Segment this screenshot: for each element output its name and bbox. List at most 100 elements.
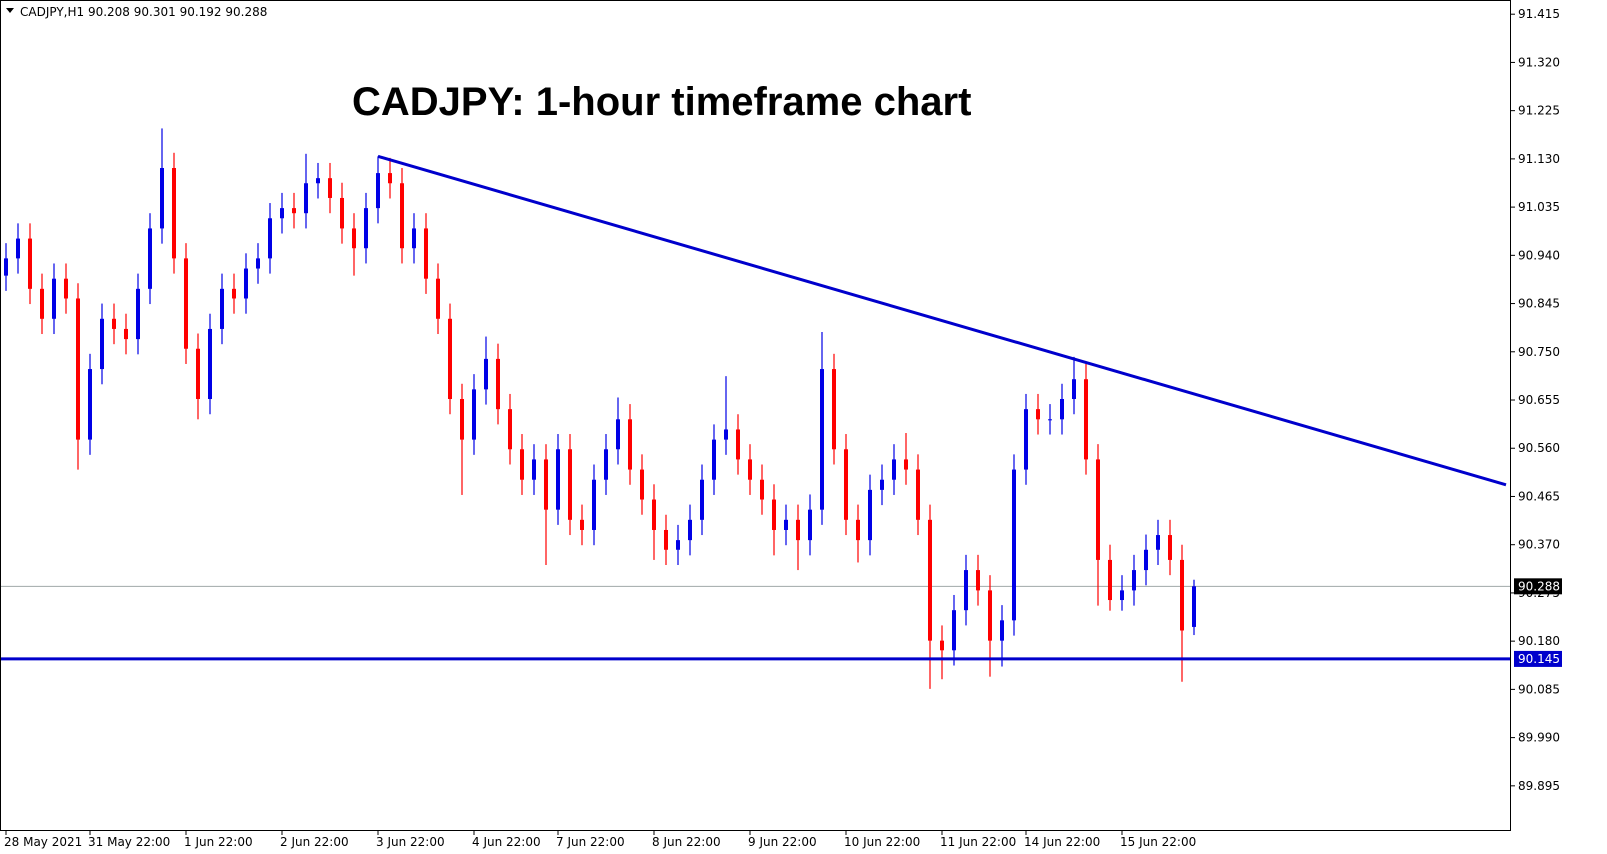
candle-body: [88, 369, 92, 440]
last-price-box: [1514, 578, 1562, 595]
y-tick-label: 90.085: [1518, 682, 1560, 696]
y-tick-label: 91.225: [1518, 104, 1560, 118]
candle-body: [760, 479, 764, 500]
y-tick-label: 90.750: [1518, 345, 1560, 359]
candle-body: [1060, 399, 1064, 420]
x-tick-label: 2 Jun 22:00: [280, 835, 349, 849]
candle-body: [532, 459, 536, 480]
candle-body: [820, 369, 824, 510]
candle-body: [748, 459, 752, 480]
candle-body: [496, 358, 500, 410]
candle-body: [1048, 419, 1052, 421]
y-tick-label: 90.845: [1518, 297, 1560, 311]
y-tick-label: 89.895: [1518, 779, 1560, 793]
x-tick-label: 15 Jun 22:00: [1120, 835, 1196, 849]
candle-body: [328, 178, 332, 198]
candle-body: [196, 348, 200, 400]
candle-body: [868, 489, 872, 541]
candle-body: [208, 328, 212, 400]
x-tick-label: 1 Jun 22:00: [184, 835, 253, 849]
symbol-header: CADJPY,H1 90.208 90.301 90.192 90.288: [20, 5, 267, 19]
candle-body: [16, 238, 20, 259]
candle-body: [292, 208, 296, 214]
candle-body: [676, 540, 680, 550]
candle-body: [268, 218, 272, 259]
y-tick-label: 90.560: [1518, 441, 1560, 455]
candle-body: [952, 610, 956, 651]
candle-body: [976, 570, 980, 591]
candle-body: [388, 173, 392, 184]
y-tick-label: 91.320: [1518, 55, 1560, 69]
y-tick-label: 90.655: [1518, 393, 1560, 407]
candle-body: [520, 449, 524, 480]
candle-body: [448, 318, 452, 400]
x-tick-label: 7 Jun 22:00: [556, 835, 625, 849]
candle-body: [76, 298, 80, 440]
candle-body: [772, 499, 776, 530]
candle-body: [1192, 586, 1196, 627]
y-tick-label: 90.940: [1518, 248, 1560, 262]
plot-frame: [0, 0, 1511, 831]
candle-body: [160, 168, 164, 229]
support-box: [1514, 650, 1562, 667]
candle-body: [796, 519, 800, 541]
candle-body: [40, 288, 44, 319]
candle-body: [484, 358, 488, 390]
candle-body: [112, 318, 116, 329]
y-tick-label: 91.035: [1518, 200, 1560, 214]
candle-body: [364, 208, 368, 249]
y-tick-label: 89.990: [1518, 731, 1560, 745]
candle-body: [1036, 409, 1040, 420]
candle-body: [460, 399, 464, 440]
candle-body: [1144, 549, 1148, 571]
candle-body: [700, 479, 704, 520]
candle-body: [1072, 379, 1076, 400]
candle-body: [136, 288, 140, 340]
candle-body: [232, 288, 236, 299]
candle-body: [640, 469, 644, 500]
candle-body: [316, 178, 320, 184]
candle-body: [1108, 559, 1112, 601]
candle-body: [424, 228, 428, 279]
candle-body: [592, 479, 596, 530]
candle-body: [304, 183, 308, 214]
candle-body: [352, 228, 356, 249]
candle-body: [736, 429, 740, 460]
x-tick-label: 9 Jun 22:00: [748, 835, 817, 849]
candle-body: [1024, 409, 1028, 470]
y-tick-label: 90.180: [1518, 634, 1560, 648]
candle-body: [184, 258, 188, 349]
candle-body: [340, 197, 344, 229]
candle-body: [412, 228, 416, 249]
candle-body: [544, 459, 548, 510]
candle-body: [52, 278, 56, 319]
candle-body: [376, 173, 380, 209]
candle-body: [664, 529, 668, 550]
candle-body: [964, 570, 968, 611]
candle-body: [280, 208, 284, 219]
candle-body: [1012, 469, 1016, 621]
candle-body: [1096, 459, 1100, 560]
candle-body: [688, 519, 692, 541]
candle-body: [436, 278, 440, 319]
candle-body: [100, 318, 104, 370]
candle-body: [844, 449, 848, 520]
candle-body: [400, 183, 404, 249]
candle-body: [856, 519, 860, 541]
candle-body: [712, 439, 716, 480]
candle-body: [628, 419, 632, 470]
x-tick-label: 31 May 22:00: [88, 835, 170, 849]
candle-body: [556, 449, 560, 510]
candle-body: [892, 459, 896, 480]
x-tick-label: 8 Jun 22:00: [652, 835, 721, 849]
candle-body: [1132, 570, 1136, 591]
menu-arrow[interactable]: [6, 8, 14, 13]
y-tick-label: 91.130: [1518, 152, 1560, 166]
candle-body: [568, 449, 572, 520]
candle-body: [724, 429, 728, 440]
candle-body: [28, 238, 32, 289]
candle-body: [616, 419, 620, 450]
candle-body: [256, 258, 260, 269]
last-price-label: 90.288: [1518, 579, 1560, 593]
